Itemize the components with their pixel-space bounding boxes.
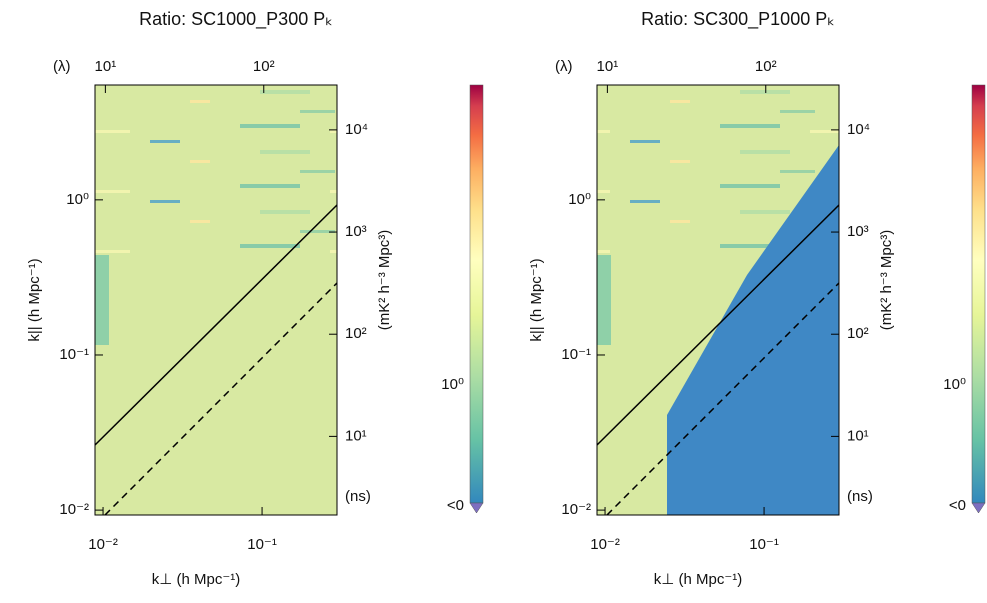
- y2-tick-label: 10⁴: [345, 121, 368, 138]
- y2-tick-label: 10⁴: [847, 121, 870, 138]
- colorbar-extend: [469, 502, 484, 514]
- colorbar-tick-label: <0: [447, 497, 464, 514]
- x-tick-label: 10⁻¹: [749, 536, 779, 553]
- colorbar-tick-label: 10⁰: [441, 376, 464, 393]
- plot-frame: [596, 84, 840, 516]
- horizon-line: [596, 204, 840, 446]
- x2-tick-label: 10¹: [597, 58, 619, 75]
- x-tick-label: 10⁻¹: [247, 536, 277, 553]
- colorbar: [971, 84, 986, 504]
- y-tick-label: 10⁰: [568, 191, 591, 208]
- panels: Ratio: SC1000_P300 Pₖ 10⁻² 10⁻¹ 10⁻² 10⁻¹ 10⁰…: [26, 9, 986, 588]
- chart-title: Ratio: SC300_P1000 Pₖ: [641, 9, 835, 30]
- chart-title: Ratio: SC1000_P300 Pₖ: [139, 9, 333, 30]
- panel: Ratio: SC300_P1000 Pₖ 10⁻² 10⁻¹ 10⁻² 10⁻¹ 10⁰…: [528, 9, 986, 588]
- heatmap-low-region: [667, 145, 839, 515]
- colorbar-label: (mK² h⁻³ Mpc³): [376, 230, 393, 330]
- horizon-line: [94, 204, 338, 446]
- colorbar-label: (mK² h⁻³ Mpc³): [878, 230, 895, 330]
- x-axis-label: k⊥ (h Mpc⁻¹): [152, 571, 240, 588]
- buffer-line: [104, 282, 338, 516]
- y-tick-label: 10⁰: [66, 191, 89, 208]
- x-axis-label: k⊥ (h Mpc⁻¹): [654, 571, 742, 588]
- panel: Ratio: SC1000_P300 Pₖ 10⁻² 10⁻¹ 10⁻² 10⁻¹ 10⁰…: [26, 9, 484, 588]
- heatmap-column: [95, 255, 109, 345]
- buffer-line: [606, 282, 840, 516]
- y2-tick-label: 10¹: [847, 427, 869, 444]
- x2-tick-label: 10²: [253, 58, 275, 75]
- x2-axis-label: (λ): [555, 58, 573, 75]
- y-axis-label: k|| (h Mpc⁻¹): [26, 258, 43, 341]
- colorbar-tick-label: 10⁰: [943, 376, 966, 393]
- x2-tick-label: 10¹: [95, 58, 117, 75]
- x2-tick-label: 10²: [755, 58, 777, 75]
- colorbar: [469, 84, 484, 504]
- plot-frame: [94, 84, 338, 516]
- y-tick-label: 10⁻²: [561, 501, 591, 518]
- x-tick-label: 10⁻²: [88, 536, 118, 553]
- y2-axis-label: (ns): [345, 488, 371, 505]
- y2-tick-label: 10³: [847, 223, 869, 240]
- y2-axis-label: (ns): [847, 488, 873, 505]
- y2-tick-label: 10²: [847, 325, 869, 342]
- y2-tick-label: 10²: [345, 325, 367, 342]
- y-axis-label: k|| (h Mpc⁻¹): [528, 258, 545, 341]
- y-tick-label: 10⁻¹: [561, 346, 591, 363]
- y2-tick-label: 10¹: [345, 427, 367, 444]
- colorbar-extend: [971, 502, 986, 514]
- y-tick-label: 10⁻²: [59, 501, 89, 518]
- heatmap-column: [597, 255, 611, 345]
- heatmap-texture: [95, 85, 337, 255]
- colorbar-tick-label: <0: [949, 497, 966, 514]
- x2-axis-label: (λ): [53, 58, 71, 75]
- y-tick-label: 10⁻¹: [59, 346, 89, 363]
- y2-tick-label: 10³: [345, 223, 367, 240]
- x-tick-label: 10⁻²: [590, 536, 620, 553]
